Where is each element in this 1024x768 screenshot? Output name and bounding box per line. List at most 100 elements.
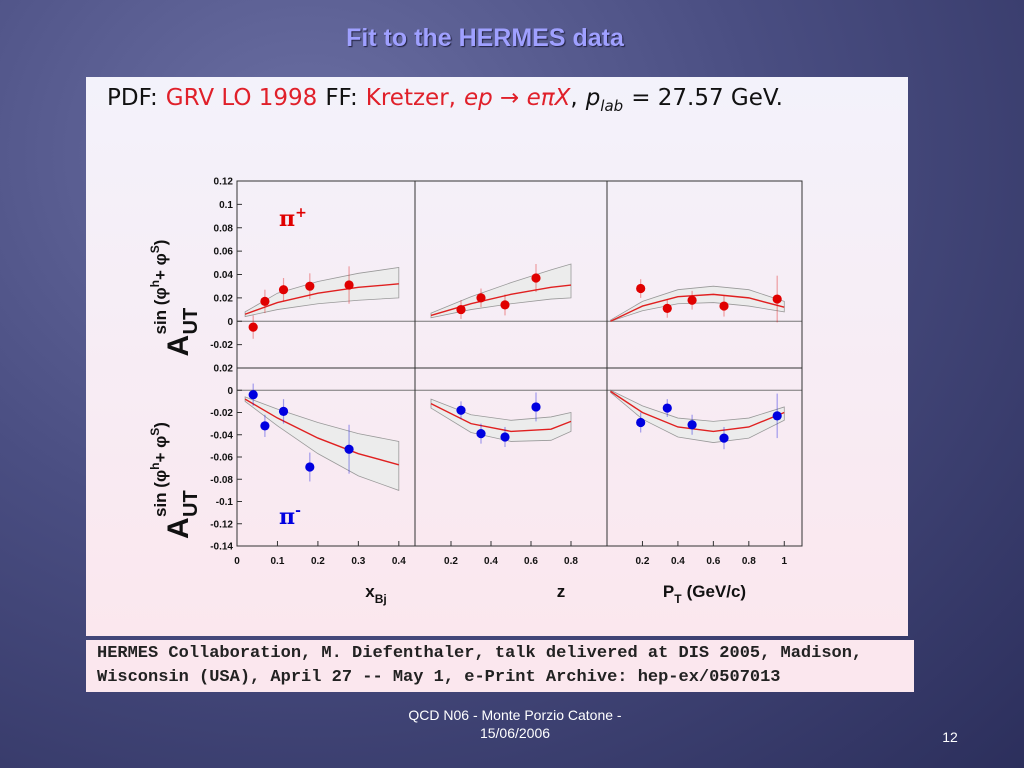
caption-line: Wisconsin (USA), April 27 -- May 1, e-Pr…: [97, 668, 781, 687]
y-label-sub: UT: [180, 490, 202, 517]
panel-frame: [606, 180, 803, 369]
x-axis-label: z: [557, 582, 566, 601]
fit-line: [430, 402, 572, 433]
data-point: [772, 294, 782, 304]
data-point: [719, 301, 729, 311]
x-tick-label: 0.1: [271, 556, 285, 567]
x-tick-label: 0.6: [524, 556, 538, 567]
data-point: [305, 281, 315, 291]
x-axis-label: xBj: [365, 582, 386, 606]
data-point: [476, 293, 486, 303]
panel-label-text: π: [279, 504, 295, 530]
data-point: [636, 283, 646, 294]
x-tick-label: 0.2: [311, 556, 325, 567]
y-tick-label: -0.06: [210, 453, 233, 464]
y-label-sup-part: S: [148, 428, 162, 436]
header-text: = 27.57 GeV.: [631, 85, 783, 111]
data-point: [772, 411, 782, 421]
panel-label-text: π: [279, 206, 295, 232]
x-axis-label: PT (GeV/c): [663, 582, 746, 606]
x-tick-label: 0.3: [351, 556, 365, 567]
data-point: [500, 432, 510, 442]
data-point: [476, 429, 486, 439]
panel-frame: [606, 367, 803, 547]
data-point: [344, 444, 354, 454]
figure-header: PDF: GRV LO 1998 FF: Kretzer, ep → eπX, plab =…: [107, 85, 791, 115]
data-point: [531, 402, 541, 412]
y-label-sup: sin (φh+ φS): [148, 240, 170, 335]
x-tick-label: 0.6: [706, 556, 720, 567]
x-tick-label: 0.8: [564, 556, 578, 567]
y-label-sup-part: sin (φ: [151, 470, 170, 517]
y-tick-label: 0.02: [214, 293, 234, 304]
x-tick-label: 0.2: [444, 556, 458, 567]
fit-line: [244, 398, 400, 466]
y-tick-label: -0.02: [210, 408, 233, 419]
x-label-unit: (GeV/c): [687, 582, 747, 601]
y-label-main: A: [162, 335, 195, 357]
error-band: [430, 398, 572, 442]
y-label-main: A: [162, 517, 195, 539]
header-text: GRV LO 1998: [165, 85, 318, 111]
data-point: [260, 296, 270, 306]
x-label-main: x: [365, 582, 375, 601]
x-tick-label: 1: [781, 556, 787, 567]
header-text: PDF:: [107, 85, 158, 111]
y-label-sup-part: + φ: [151, 436, 170, 463]
y-label-sup-part: ): [151, 422, 170, 428]
footer: QCD N06 - Monte Porzio Catone - 15/06/20…: [408, 707, 622, 741]
panel-frame: [414, 367, 608, 547]
panel-label-sup: -: [295, 503, 301, 519]
y-label-sup-part: ): [151, 240, 170, 246]
y-tick-label: 0.1: [219, 200, 233, 211]
y-tick-label: -0.04: [210, 430, 233, 441]
data-point: [260, 421, 270, 431]
fit-line: [610, 390, 785, 433]
header-text: Kretzer,: [365, 85, 456, 111]
caption: HERMES Collaboration, M. Diefenthaler, t…: [86, 640, 914, 692]
x-tick-label: 0.4: [671, 556, 685, 567]
header-text: ,: [570, 85, 578, 111]
y-tick-label: -0.1: [216, 497, 234, 508]
y-tick-label: 0.12: [214, 177, 234, 188]
x-tick-label: 0: [234, 556, 240, 567]
y-tick-label: 0.02: [214, 364, 234, 375]
data-point: [719, 433, 729, 443]
panel-label-sup: +: [295, 205, 307, 221]
error-band: [244, 396, 400, 491]
data-point: [278, 406, 289, 416]
x-tick-label: 0.2: [636, 556, 650, 567]
header-text: ep → eπX: [463, 85, 571, 111]
y-axis-label: AUT sin (φh+ φS): [148, 422, 202, 539]
fit-line: [610, 293, 785, 322]
data-point: [687, 420, 697, 430]
data-point: [278, 285, 289, 295]
y-axis-label: AUT sin (φh+ φS): [148, 240, 202, 357]
data-point: [500, 300, 510, 310]
x-tick-label: 0.4: [484, 556, 498, 567]
error-band: [610, 389, 785, 443]
y-tick-label: -0.14: [210, 542, 233, 553]
data-point: [248, 390, 258, 400]
x-label-main: P: [663, 582, 674, 601]
x-label-main: z: [557, 582, 566, 601]
data-point: [636, 417, 646, 428]
header-text: FF:: [325, 85, 358, 111]
slide-title: Fit to the HERMES data: [346, 24, 624, 52]
data-point: [662, 403, 672, 413]
header-text: lab: [600, 96, 624, 115]
y-label-sup-part: h: [148, 463, 162, 470]
x-tick-label: 0.4: [392, 556, 406, 567]
caption-line: HERMES Collaboration, M. Diefenthaler, t…: [97, 644, 863, 663]
x-tick-label: 0.8: [742, 556, 756, 567]
data-point: [344, 280, 354, 290]
y-label-sup-part: h: [148, 280, 162, 287]
page-number: 12: [942, 729, 958, 745]
x-label-sub: Bj: [375, 592, 387, 606]
data-point: [531, 273, 541, 283]
error-band: [610, 285, 785, 322]
y-label-sup-part: + φ: [151, 253, 170, 280]
y-tick-label: -0.12: [210, 519, 233, 530]
